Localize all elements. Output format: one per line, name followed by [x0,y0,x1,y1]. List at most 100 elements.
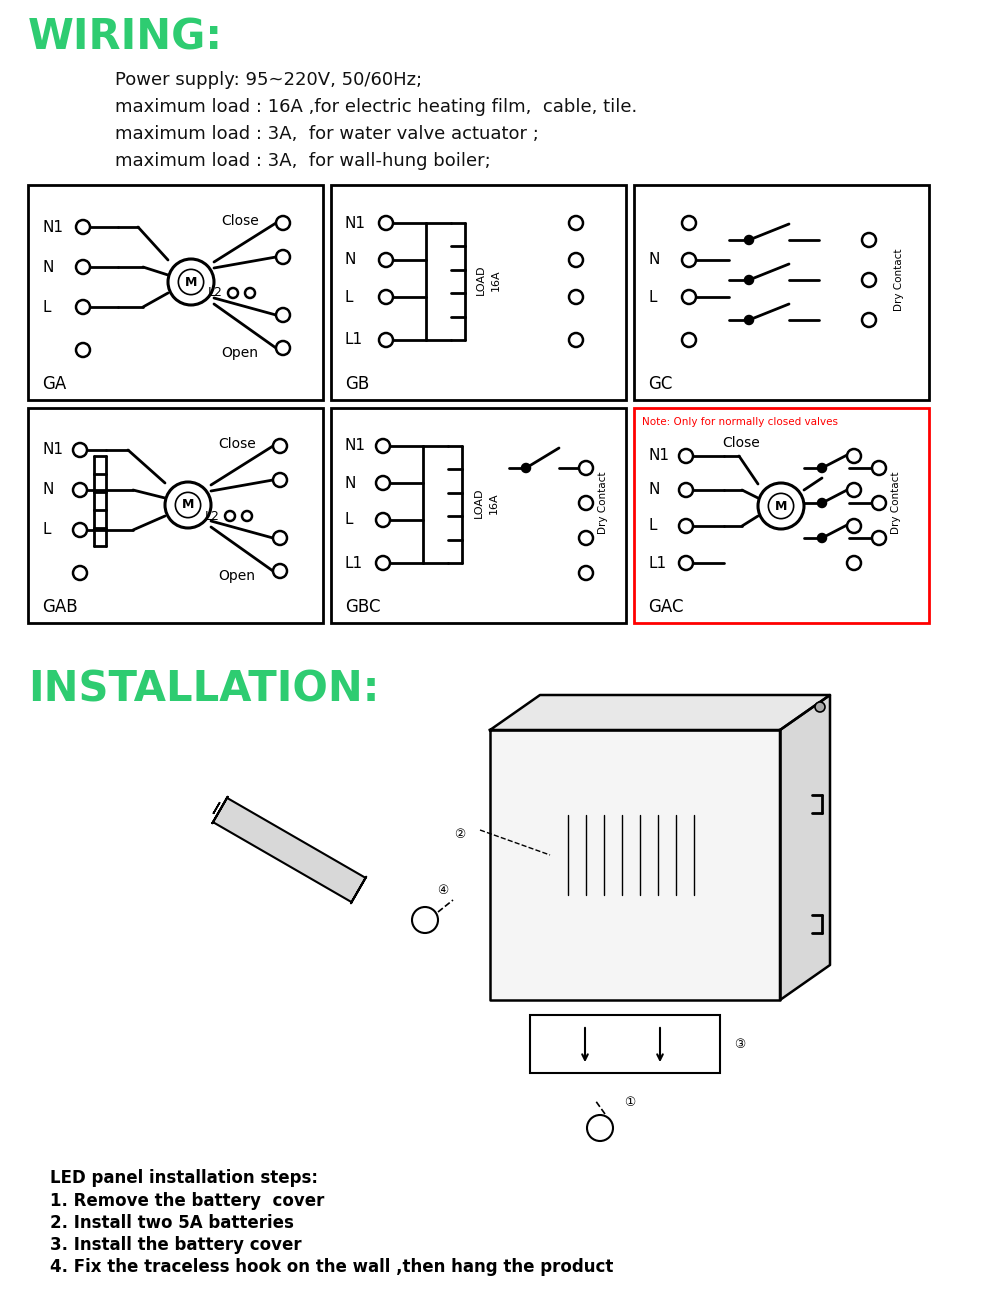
Circle shape [679,556,693,569]
Text: L2: L2 [205,510,220,523]
Text: Dry Contact: Dry Contact [891,472,901,534]
Circle shape [376,476,390,490]
Text: Dry Contact: Dry Contact [598,472,608,534]
Text: ③: ③ [735,1039,746,1052]
Text: L: L [648,290,657,304]
Circle shape [872,462,886,474]
Text: L: L [648,519,657,533]
Text: 1. Remove the battery  cover: 1. Remove the battery cover [50,1192,324,1210]
Circle shape [847,448,861,463]
Text: L: L [42,523,50,537]
Polygon shape [213,802,219,814]
Circle shape [682,216,696,230]
Text: LED panel installation steps:: LED panel installation steps: [50,1169,318,1187]
Circle shape [379,290,393,304]
Text: 16A: 16A [489,493,499,514]
Circle shape [76,343,90,358]
Text: L: L [42,299,50,315]
Circle shape [73,443,87,458]
Circle shape [273,530,287,545]
Text: 16A: 16A [491,269,500,291]
Text: M: M [182,498,194,511]
Circle shape [73,484,87,497]
Circle shape [379,333,393,347]
Circle shape [276,250,290,264]
Text: N: N [648,252,660,268]
Bar [28,185,323,400]
Text: Open: Open [221,346,258,360]
Text: LOAD: LOAD [476,265,486,295]
Text: M: M [185,276,197,289]
Text: ①: ① [625,1096,636,1109]
Text: ④: ④ [437,884,448,897]
Circle shape [679,448,693,463]
Text: GAC: GAC [648,598,684,616]
Circle shape [245,289,255,298]
Text: L2: L2 [208,286,223,299]
Circle shape [76,300,90,315]
Circle shape [273,564,287,579]
Text: LOAD: LOAD [474,488,484,519]
Text: maximum load : 16A ,for electric heating film,  cable, tile.: maximum load : 16A ,for electric heating… [115,98,638,116]
Bar [28,408,323,623]
Polygon shape [351,876,366,903]
Text: Note: Only for normally closed valves: Note: Only for normally closed valves [642,417,838,426]
Text: Close: Close [218,437,255,451]
Text: N: N [345,252,356,268]
Text: N: N [42,260,53,274]
Circle shape [376,514,390,526]
Text: GAB: GAB [42,598,78,616]
Text: Close: Close [221,214,258,227]
Circle shape [273,473,287,488]
Text: WIRING:: WIRING: [28,17,223,58]
Circle shape [579,462,593,474]
Circle shape [522,464,530,472]
Circle shape [73,523,87,537]
Circle shape [379,254,393,266]
Text: L: L [345,290,353,304]
Circle shape [818,534,826,542]
Circle shape [225,511,235,521]
Text: Dry Contact: Dry Contact [894,248,904,311]
Circle shape [745,276,753,283]
Circle shape [679,519,693,533]
Circle shape [569,290,583,304]
Text: N: N [345,476,356,490]
Circle shape [276,308,290,322]
Circle shape [758,484,804,529]
Text: Close: Close [722,436,760,450]
Text: L: L [345,512,353,528]
Circle shape [76,260,90,274]
Circle shape [847,484,861,497]
Text: L1: L1 [345,555,363,571]
Circle shape [847,556,861,569]
Text: N1: N1 [648,448,669,464]
Circle shape [73,566,87,580]
Circle shape [872,497,886,510]
Circle shape [412,907,438,933]
Circle shape [376,439,390,452]
Circle shape [862,233,876,247]
Circle shape [165,482,211,528]
Text: maximum load : 3A,  for wall-hung boiler;: maximum load : 3A, for wall-hung boiler; [115,152,490,170]
Polygon shape [212,797,227,823]
Text: L1: L1 [345,333,363,347]
Circle shape [579,530,593,545]
Text: GA: GA [42,374,66,393]
Text: 2. Install two 5A batteries: 2. Install two 5A batteries [50,1214,294,1232]
Text: 4. Fix the traceless hook on the wall ,then hang the product: 4. Fix the traceless hook on the wall ,t… [50,1258,614,1277]
Bar [331,408,626,623]
Polygon shape [490,696,830,731]
Circle shape [168,259,214,305]
Text: GB: GB [345,374,369,393]
Circle shape [579,497,593,510]
Text: Open: Open [218,569,255,582]
Text: N: N [42,482,53,498]
Circle shape [228,289,238,298]
Circle shape [76,220,90,234]
Circle shape [273,439,287,452]
Circle shape [818,499,826,507]
Bar [550,810,715,900]
Text: GC: GC [648,374,673,393]
Text: N1: N1 [345,216,366,230]
